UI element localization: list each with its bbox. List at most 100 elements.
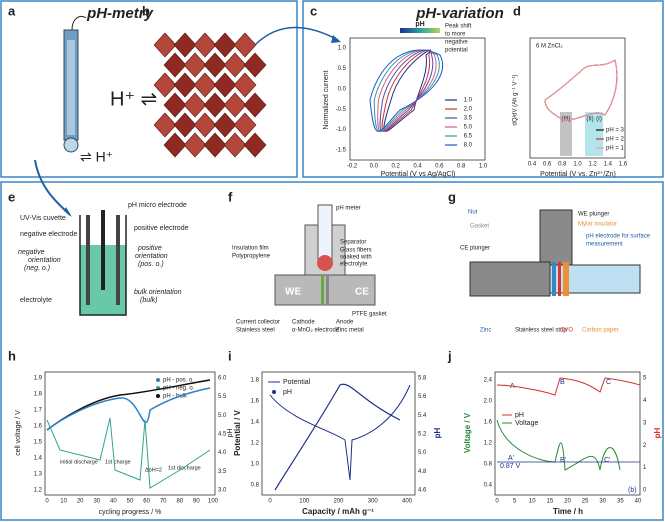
label: CE plunger	[460, 246, 490, 252]
y-tick-label: 2.0	[484, 399, 493, 405]
panel-label: j	[447, 348, 452, 363]
x-tick-label: 30	[93, 499, 100, 505]
y-tick-label: 0	[643, 488, 647, 494]
label: Carbon paper	[582, 328, 619, 334]
y-tick-label: 4.5	[218, 432, 227, 438]
cuvette	[79, 210, 127, 316]
panel-label: e	[8, 189, 15, 204]
octahedron	[163, 52, 187, 78]
label: Stainless steel	[236, 328, 275, 334]
legend-marker	[272, 390, 276, 394]
axes	[261, 371, 416, 496]
x-tick-label: -0.2	[347, 164, 358, 170]
legend-label: pH = 2	[606, 137, 625, 143]
octahedron	[183, 52, 207, 78]
x-tick-label: 40	[635, 499, 642, 505]
curve	[544, 59, 618, 121]
x-tick-label: 0.8	[558, 162, 567, 168]
legend-label: Voltage	[515, 420, 538, 427]
y-tick-label: 2.4	[484, 378, 493, 384]
axis-title: Capacity / mAh g⁻¹	[302, 507, 374, 516]
curve	[544, 59, 618, 121]
label: Polypropylene	[232, 254, 271, 260]
octahedron	[213, 112, 237, 138]
x-tick-label: 1.2	[588, 162, 597, 168]
annotation: A'	[508, 455, 514, 462]
legend-label: 2.0	[464, 107, 473, 113]
x-tick-label: 0	[45, 499, 49, 505]
y-tick-label: 5	[643, 376, 647, 382]
label: Cathode	[292, 320, 315, 326]
annotation: negative	[445, 40, 468, 46]
legend-label: 8.0	[464, 143, 473, 149]
x-tick-label: 80	[176, 499, 183, 505]
annotation: potential	[445, 48, 468, 54]
y-tick-label: 1.4	[251, 420, 260, 426]
axis-title: cycling progress / %	[99, 509, 162, 516]
axis-title: pH	[227, 429, 234, 438]
x-tick-label: 25	[582, 499, 589, 505]
y-tick-label: 5.2	[418, 432, 427, 438]
y-tick-label: 5.4	[418, 413, 427, 419]
curve	[46, 387, 211, 431]
cell-diagram	[469, 209, 641, 297]
octahedron	[153, 72, 177, 98]
label: electrolyte	[340, 262, 368, 268]
label: (pos. o.)	[138, 261, 164, 268]
y-tick-label: 1.3	[34, 472, 43, 478]
axes	[529, 37, 626, 159]
panel-title: pH-metry	[86, 5, 154, 22]
annotation: initial discharge	[60, 459, 98, 465]
y-tick-label: 0.5	[338, 66, 347, 72]
y-tick-label: 5.6	[418, 394, 427, 400]
x-tick-label: 1.4	[604, 162, 613, 168]
octahedron	[183, 92, 207, 118]
label: Zinc metal	[336, 328, 364, 334]
x-tick-label: 50	[127, 499, 134, 505]
x-tick-label: 0.0	[370, 164, 379, 170]
y-tick-label: 1.8	[251, 378, 260, 384]
legend-marker	[156, 394, 160, 398]
ion: H⁺ ⇌	[110, 88, 157, 110]
y-tick-label: 3.0	[218, 488, 227, 494]
annotation: C	[606, 379, 611, 386]
octahedron	[203, 92, 227, 118]
label: pH meter	[336, 206, 361, 212]
octahedron	[173, 32, 197, 58]
y-tick-label: 2	[643, 443, 647, 449]
octahedron	[183, 132, 207, 158]
y-tick-label: 5.5	[218, 394, 227, 400]
x-tick-label: 60	[143, 499, 150, 505]
y-tick-label: 1.2	[484, 441, 493, 447]
y-tick-label: 5.0	[418, 450, 427, 456]
axis-title: pH	[433, 427, 442, 438]
panel-frame	[302, 0, 664, 178]
annotation: 6 M ZnCl₂	[536, 44, 563, 50]
x-tick-label: 300	[368, 499, 379, 505]
y-tick-label: 1.9	[34, 376, 43, 382]
label: positive	[137, 245, 162, 252]
panel-frame	[0, 0, 298, 178]
label: α-MnO₂ electrode	[292, 328, 340, 334]
axis-title: Voltage / V	[463, 412, 472, 453]
x-tick-label: 1.6	[619, 162, 628, 168]
legend-label: pH	[515, 412, 524, 419]
y-tick-label: 1.2	[251, 441, 260, 447]
annotation: to more	[445, 32, 466, 38]
label: WE	[285, 287, 301, 298]
axis-title: pH	[653, 427, 662, 438]
legend-marker	[156, 378, 160, 382]
y-tick-label: 1.0	[338, 46, 347, 52]
y-tick-label: -0.5	[336, 107, 347, 113]
panel-label: d	[513, 3, 521, 18]
panel-label: c	[310, 3, 317, 18]
x-tick-label: 20	[564, 499, 571, 505]
annotation: C'	[604, 457, 610, 464]
y-tick-label: 1.0	[251, 462, 260, 468]
annotation: 1st discharge	[168, 465, 201, 471]
label: orientation	[28, 257, 61, 264]
y-tick-label: 1.2	[34, 488, 43, 494]
axis-title: Normalized current	[323, 70, 330, 129]
y-tick-label: 1.7	[34, 408, 43, 414]
panel-label: b	[142, 3, 150, 18]
